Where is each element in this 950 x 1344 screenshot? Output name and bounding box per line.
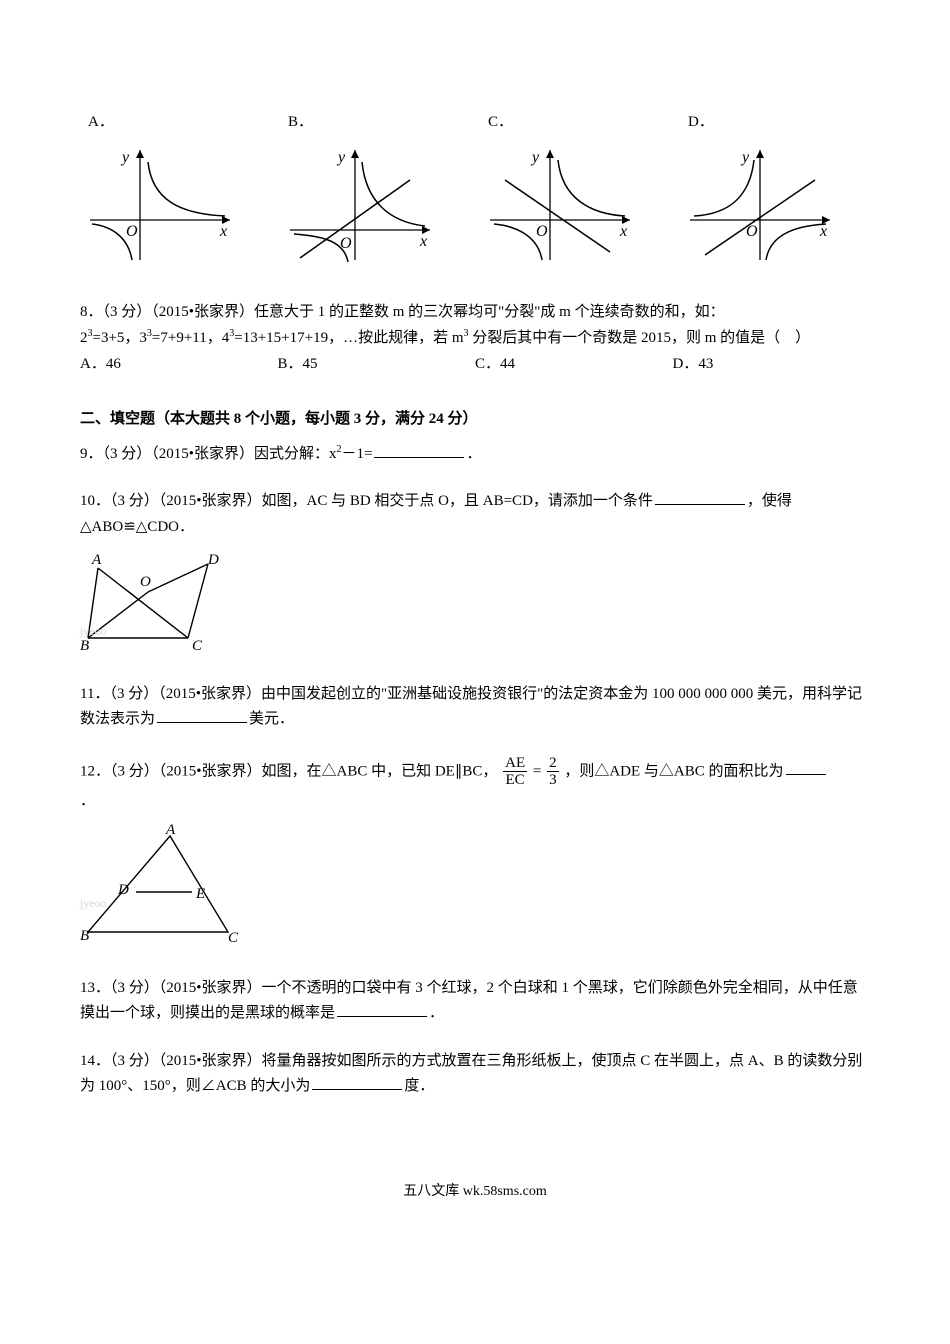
svg-text:O: O	[126, 223, 138, 240]
q7-graph-d: O x y	[680, 140, 840, 270]
svg-text:E: E	[195, 886, 205, 902]
q7-choice-b-label: B．	[280, 110, 313, 136]
q12-fraction-2: 2 3	[547, 755, 559, 789]
q8-option-d: D．43	[673, 352, 871, 378]
q11: 11．（3 分）（2015•张家界）由中国发起创立的"亚洲基础设施投资银行"的法…	[80, 682, 870, 733]
q7-choice-c-label: C．	[480, 110, 513, 136]
svg-text:x: x	[819, 223, 827, 240]
q8: 8．（3 分）（2015•张家界）任意大于 1 的正整数 m 的三次幂均可"分裂…	[80, 300, 870, 378]
q8-text-line1: 8．（3 分）（2015•张家界）任意大于 1 的正整数 m 的三次幂均可"分裂…	[80, 300, 870, 326]
svg-text:y: y	[530, 149, 540, 166]
q7-choice-a-label: A．	[80, 110, 114, 136]
q12-figure: A B C D E	[80, 824, 870, 954]
svg-text:y: y	[336, 149, 346, 166]
q7-graph-a: O x y	[80, 140, 240, 270]
q13: 13．（3 分）（2015•张家界）一个不透明的口袋中有 3 个红球，2 个白球…	[80, 976, 870, 1027]
q11-blank	[157, 707, 247, 723]
q7-choice-d: D． O x y	[680, 110, 870, 270]
svg-text:C: C	[192, 638, 203, 650]
q7-choice-a: A． O x y	[80, 110, 270, 270]
svg-text:D: D	[117, 882, 129, 898]
q7-choices: A． O x y B． O x y	[80, 110, 870, 270]
svg-text:O: O	[140, 574, 151, 590]
q8-text-line2: 23=3+5，33=7+9+11，43=13+15+17+19，…按此规律，若 …	[80, 325, 870, 352]
q7-graph-c: O x y	[480, 140, 640, 270]
svg-text:C: C	[228, 930, 239, 944]
q7-graph-b: O x y	[280, 140, 440, 270]
svg-text:x: x	[619, 223, 627, 240]
section2-title: 二、填空题（本大题共 8 个小题，每小题 3 分，满分 24 分）	[80, 407, 870, 433]
q14-blank	[312, 1074, 402, 1090]
q8-option-c: C．44	[475, 352, 673, 378]
q9-blank	[374, 442, 464, 458]
svg-text:B: B	[80, 928, 89, 944]
q10-blank	[655, 489, 745, 505]
svg-text:A: A	[91, 552, 102, 568]
svg-text:D: D	[207, 552, 219, 568]
q12-fraction-1: AE EC	[503, 755, 527, 789]
q13-blank	[337, 1001, 427, 1017]
svg-text:B: B	[80, 638, 89, 650]
footer: 五八文库 wk.58sms.com	[80, 1180, 870, 1204]
q7-choice-d-label: D．	[680, 110, 714, 136]
q10-figure: A B C D O	[80, 550, 870, 660]
q9: 9．（3 分）（2015•张家界）因式分解：x2－1=．	[80, 441, 870, 468]
svg-text:O: O	[536, 223, 548, 240]
q14: 14．（3 分）（2015•张家界）将量角器按如图所示的方式放置在三角形纸板上，…	[80, 1049, 870, 1100]
q8-option-a: A．46	[80, 352, 278, 378]
q12: 12．（3 分）（2015•张家界）如图，在△ABC 中，已知 DE∥BC， A…	[80, 755, 870, 954]
q7-choice-c: C． O x y	[480, 110, 670, 270]
q10: 10．（3 分）（2015•张家界）如图，AC 与 BD 相交于点 O，且 AB…	[80, 489, 870, 660]
q12-blank	[786, 759, 826, 775]
svg-text:y: y	[740, 149, 750, 166]
svg-text:x: x	[219, 223, 227, 240]
svg-text:y: y	[120, 149, 130, 166]
svg-text:A: A	[165, 824, 176, 838]
q7-choice-b: B． O x y	[280, 110, 470, 270]
svg-text:x: x	[419, 233, 427, 250]
q8-option-b: B．45	[278, 352, 476, 378]
page: A． O x y B． O x y	[0, 0, 950, 1243]
q8-options: A．46 B．45 C．44 D．43	[80, 352, 870, 378]
